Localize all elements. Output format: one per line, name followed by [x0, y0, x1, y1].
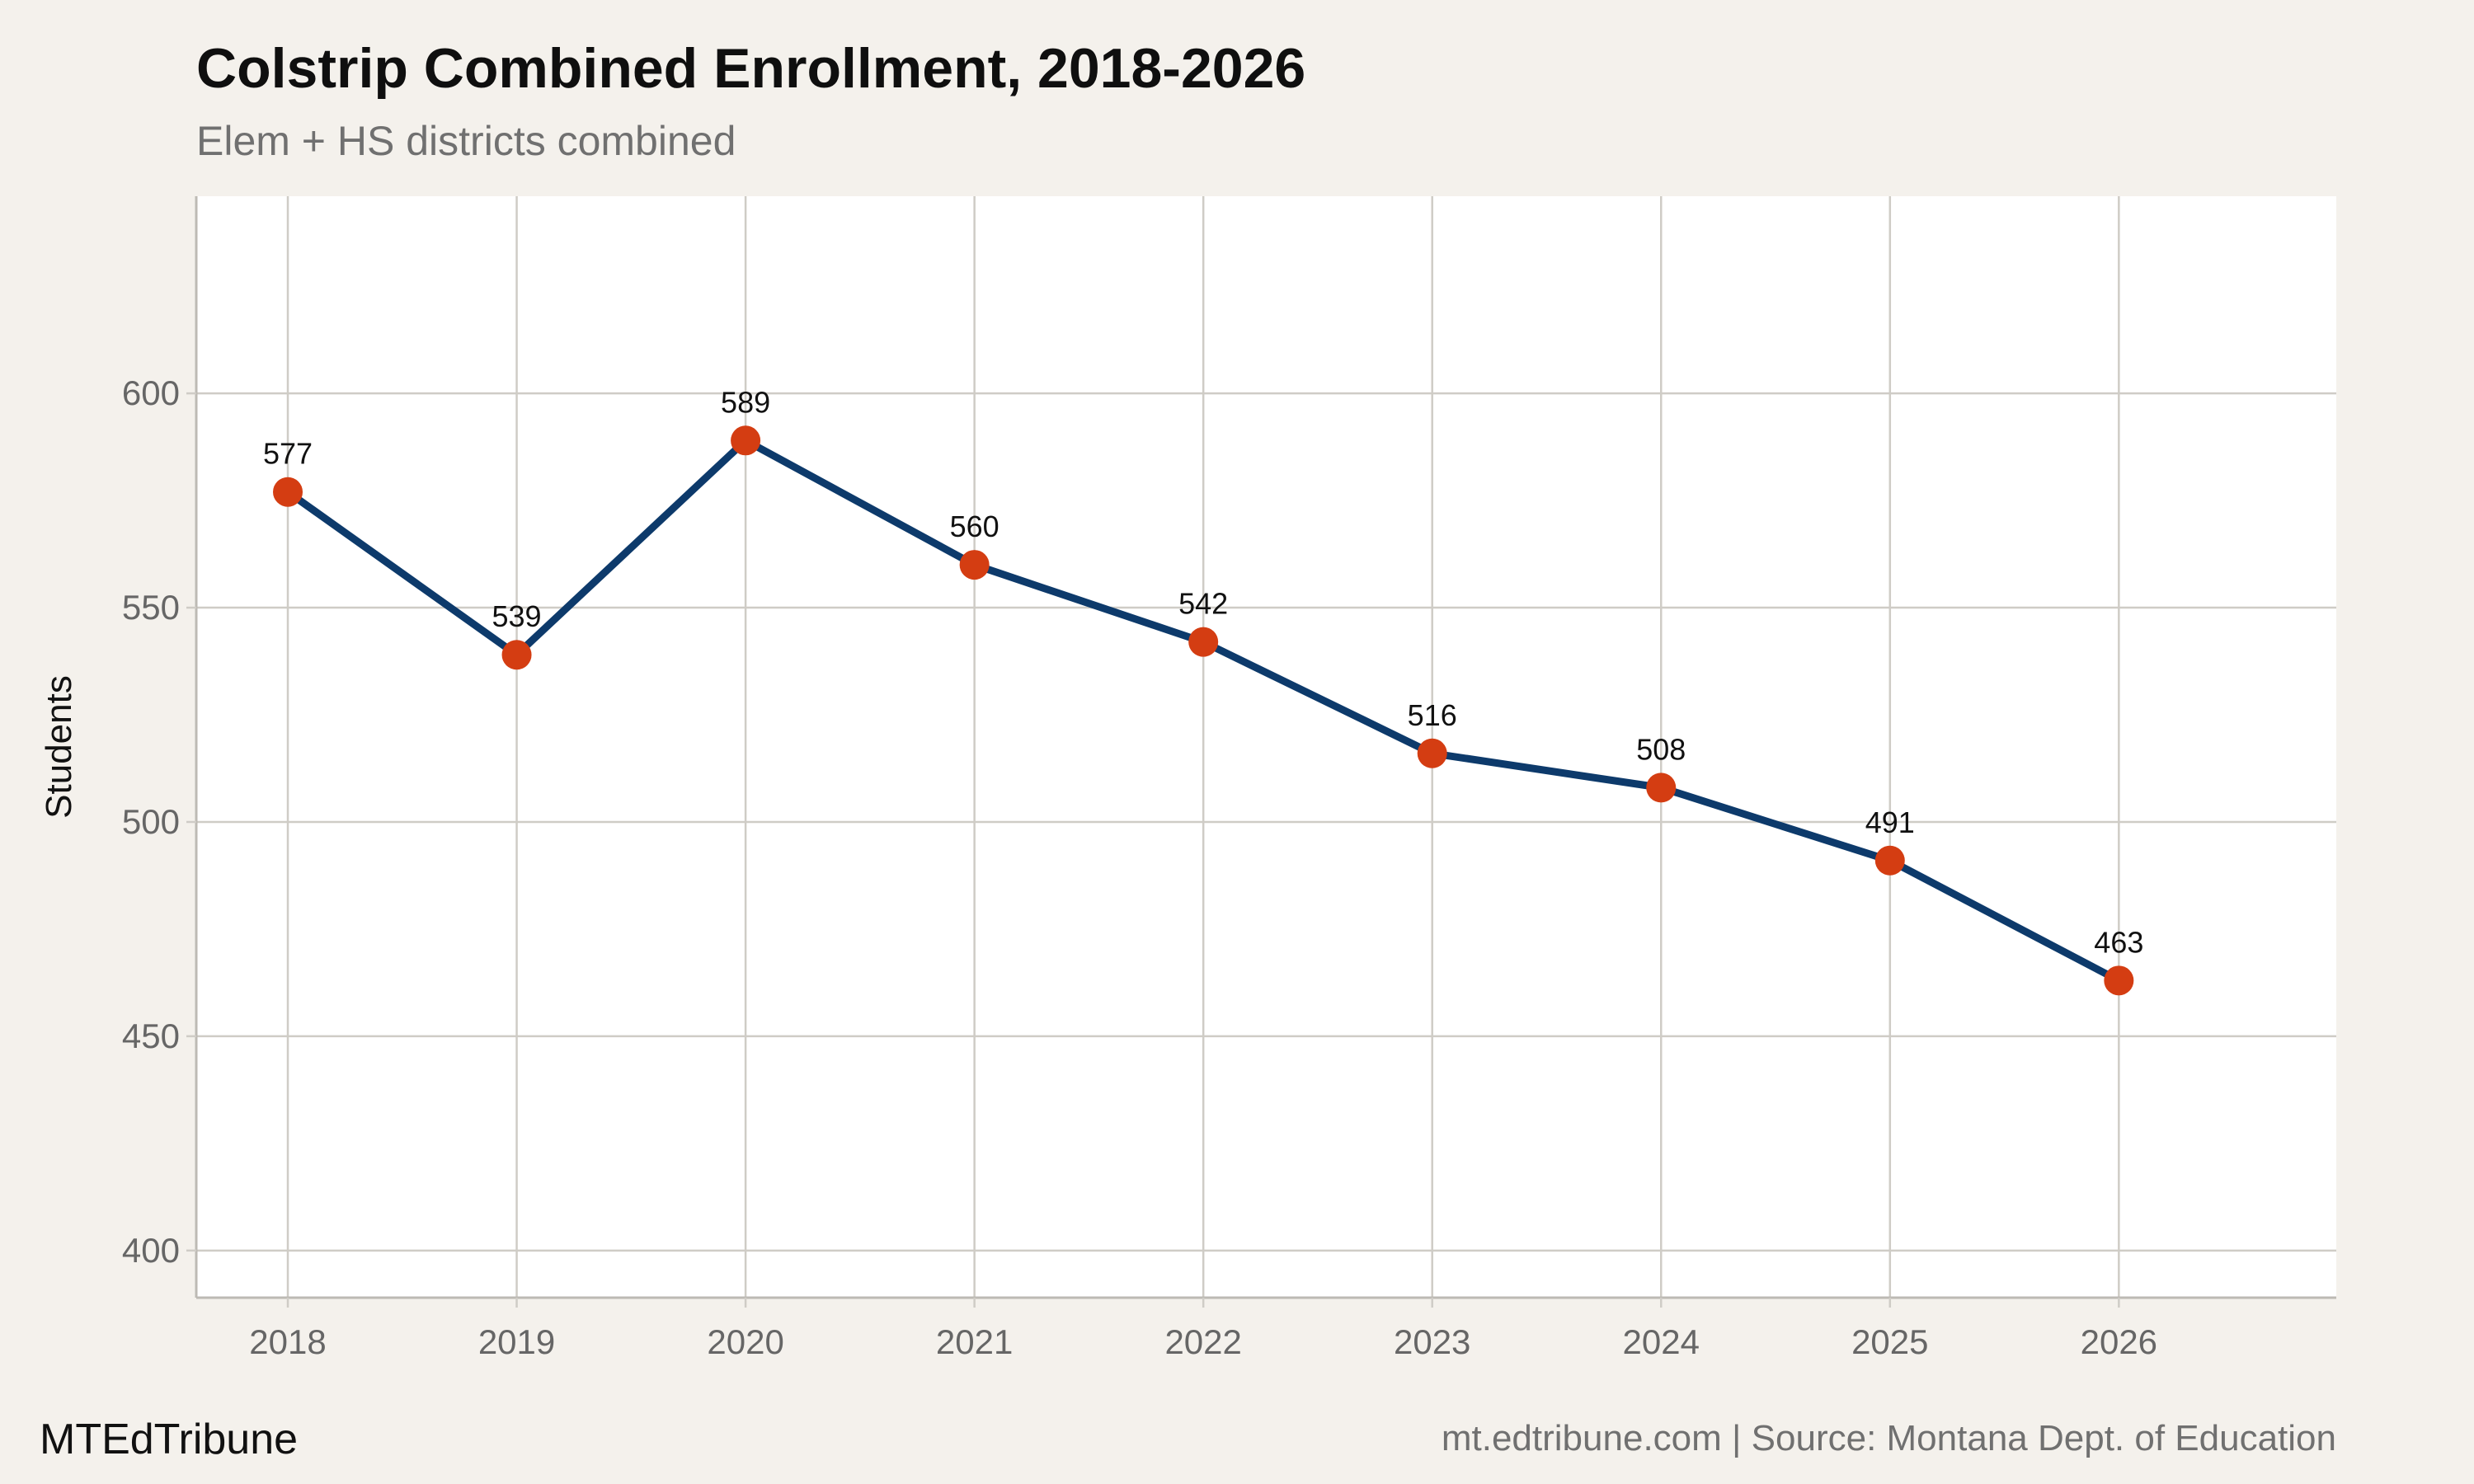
- y-axis-title: Students: [39, 675, 79, 819]
- data-point: [1417, 738, 1447, 768]
- x-tick-label: 2021: [936, 1322, 1013, 1361]
- y-tick-label: 400: [122, 1231, 180, 1270]
- x-tick-label: 2025: [1851, 1322, 1928, 1361]
- data-label: 542: [1178, 587, 1228, 621]
- y-tick-label: 450: [122, 1017, 180, 1055]
- data-point: [273, 477, 303, 507]
- data-label: 560: [950, 510, 999, 543]
- y-tick-label: 500: [122, 802, 180, 841]
- plot-panel: [196, 196, 2336, 1298]
- y-axis-ticks: 400 450 500 550 600: [122, 373, 196, 1270]
- chart-title: Colstrip Combined Enrollment, 2018-2026: [196, 37, 1306, 100]
- x-tick-label: 2026: [2081, 1322, 2157, 1361]
- data-label: 589: [721, 385, 770, 419]
- data-point: [1188, 627, 1219, 657]
- footer-brand: MTEdTribune: [40, 1416, 299, 1463]
- grid-layer: [196, 196, 2336, 1298]
- data-point: [959, 550, 990, 580]
- data-label: 508: [1636, 732, 1686, 766]
- data-point: [1874, 845, 1905, 876]
- data-point: [731, 425, 761, 456]
- data-point: [1646, 773, 1677, 803]
- x-tick-label: 2023: [1394, 1322, 1470, 1361]
- y-tick-label: 550: [122, 588, 180, 627]
- footer-source: mt.edtribune.com | Source: Montana Dept.…: [1441, 1418, 2336, 1458]
- y-tick-label: 600: [122, 373, 180, 412]
- x-tick-label: 2020: [707, 1322, 783, 1361]
- chart-subtitle: Elem + HS districts combined: [196, 118, 736, 164]
- x-tick-label: 2019: [478, 1322, 555, 1361]
- x-tick-label: 2022: [1164, 1322, 1241, 1361]
- series-layer: 577 539 589 560 542 516 508 491 463: [263, 385, 2143, 996]
- data-label: 539: [492, 599, 542, 633]
- data-point: [2104, 965, 2134, 996]
- data-label: 577: [263, 437, 313, 471]
- data-label: 516: [1408, 698, 1457, 732]
- data-point: [501, 640, 532, 670]
- x-axis-ticks: 2018 2019 2020 2021 2022 2023 2024 2025 2026: [249, 1298, 2157, 1361]
- data-label: 463: [2094, 925, 2143, 959]
- x-tick-label: 2024: [1623, 1322, 1700, 1361]
- x-tick-label: 2018: [249, 1322, 326, 1361]
- data-label: 491: [1865, 805, 1915, 839]
